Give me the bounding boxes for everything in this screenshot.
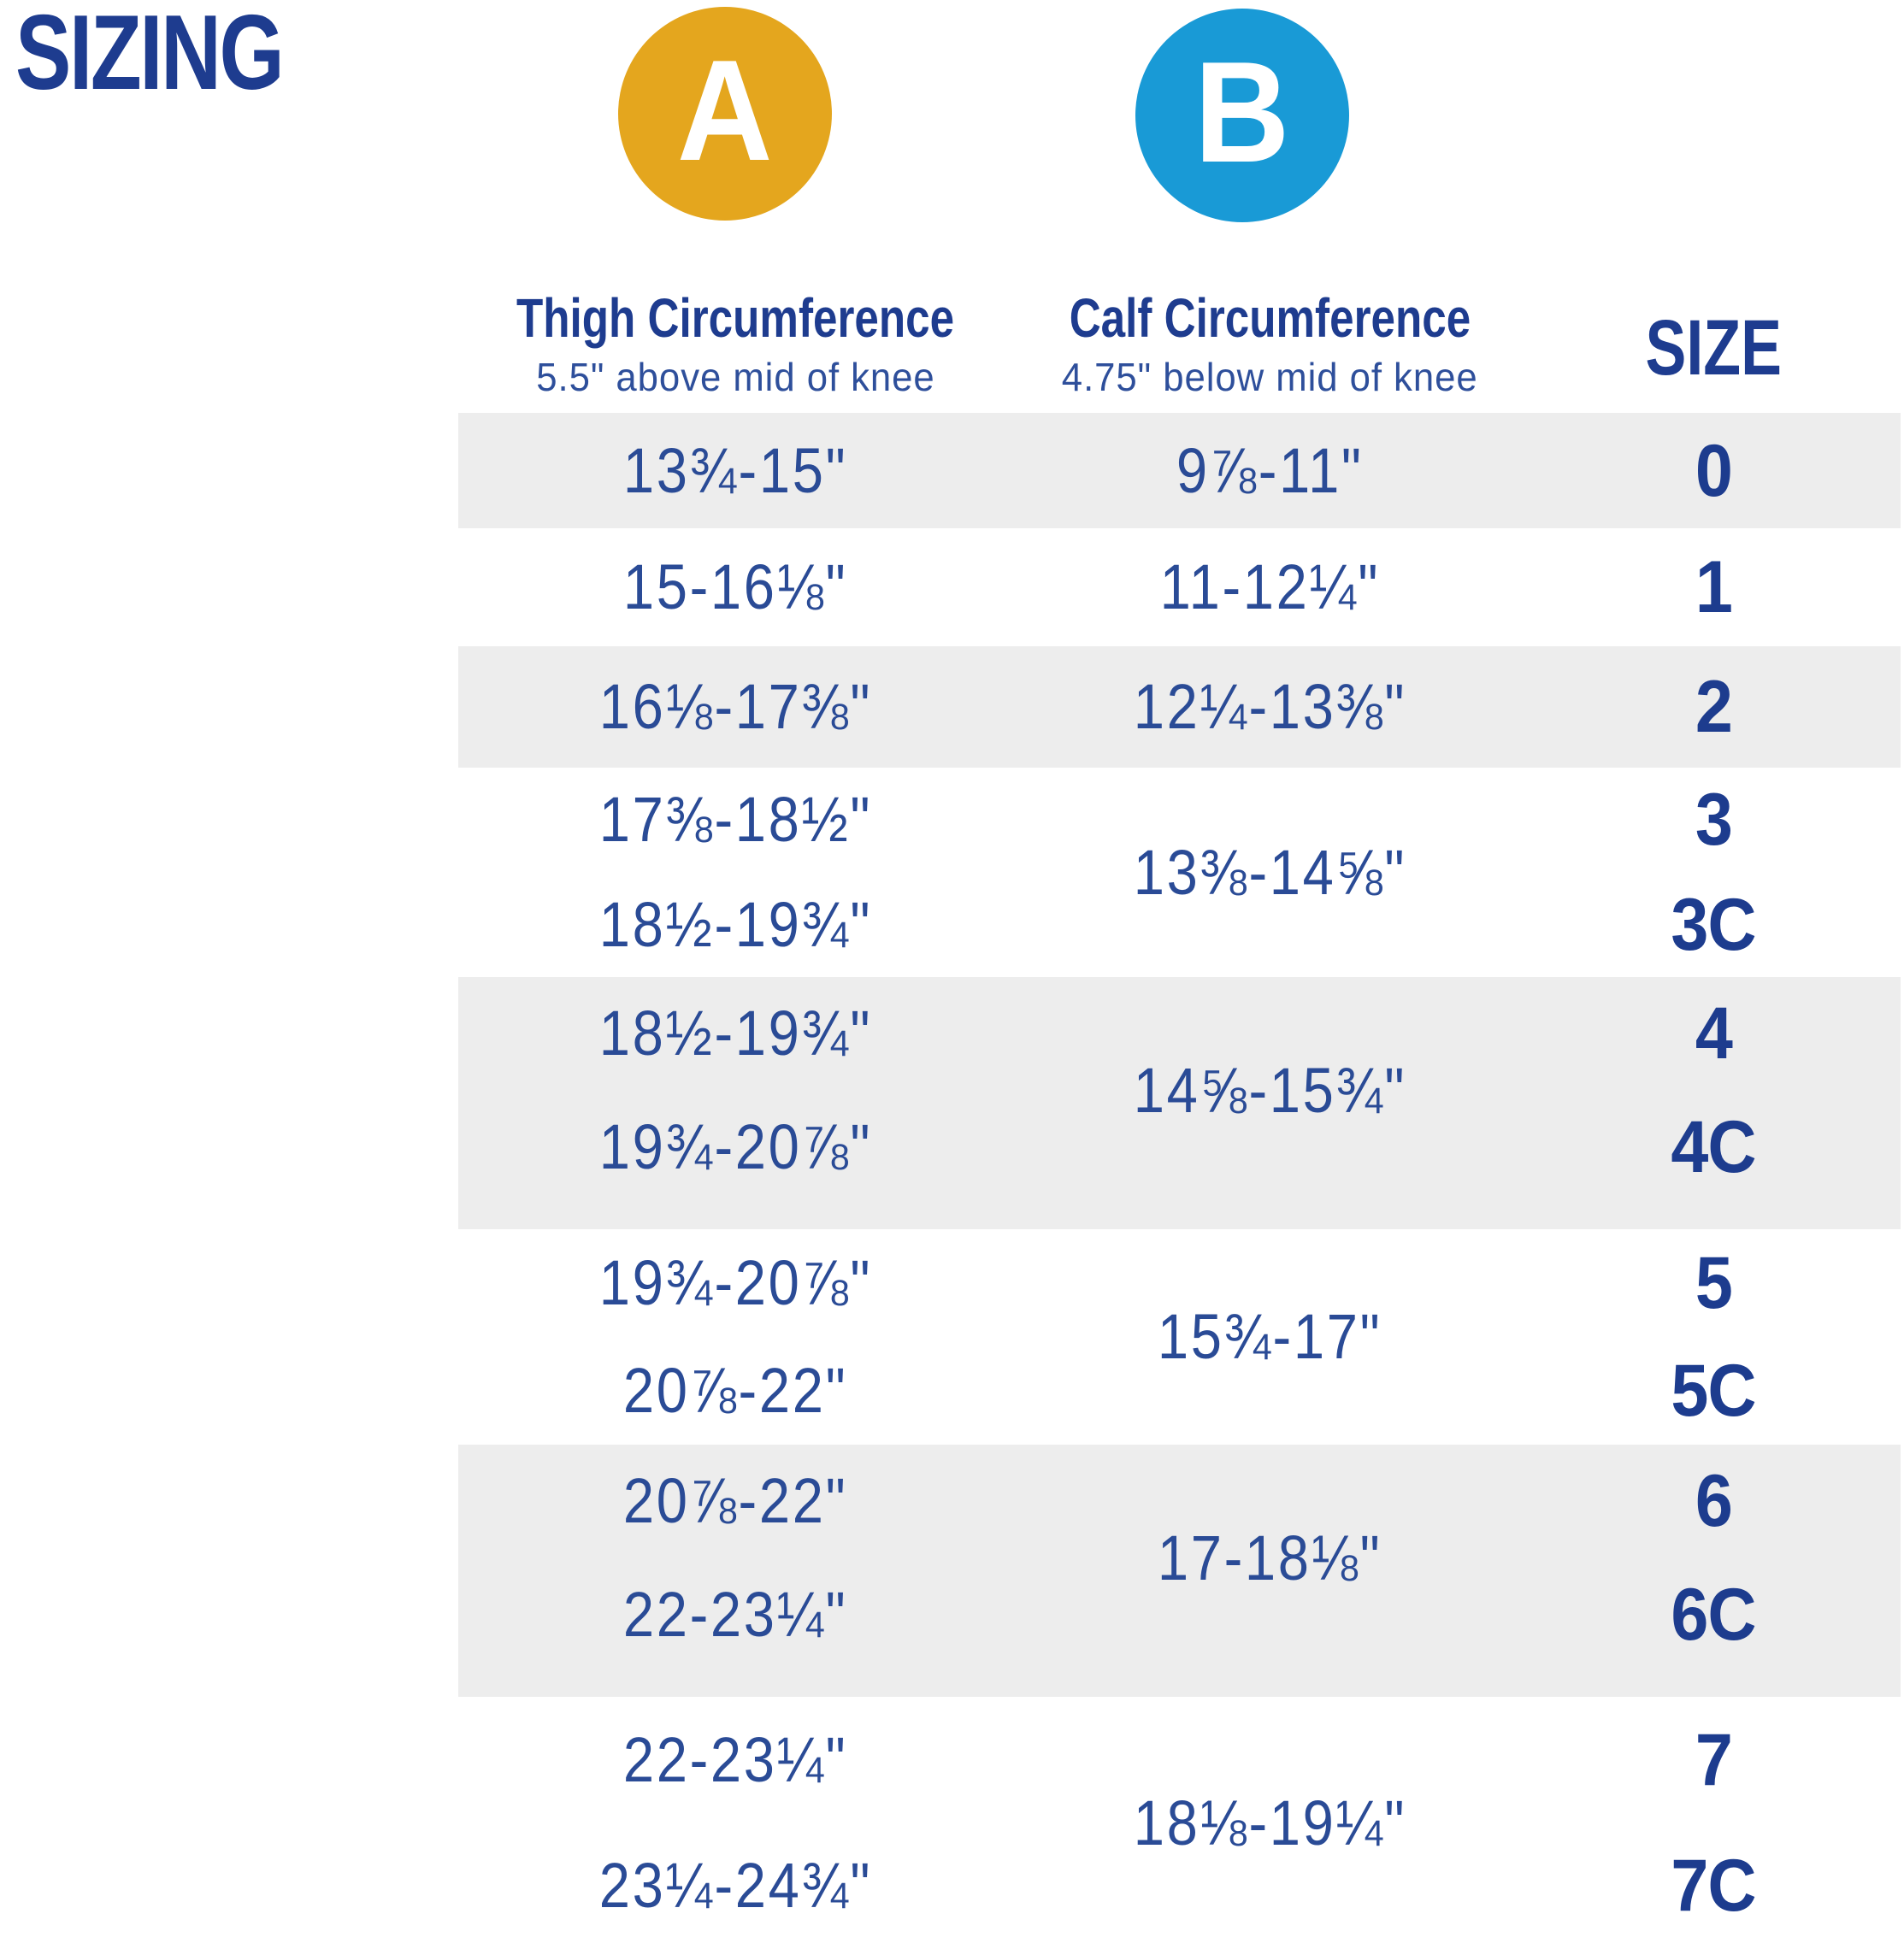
size-cell: 0 — [1526, 413, 1901, 528]
table-row-size-2: 16⅛-17⅜" 12¼-13⅜" 2 — [458, 646, 1901, 768]
size-cell: 7 7C — [1526, 1697, 1901, 1949]
thigh-cell: 16⅛-17⅜" — [458, 646, 1013, 768]
thigh-cell: 17⅜-18½" 18½-19¾" — [458, 768, 1013, 977]
thigh-cell: 22-23¼" 23¼-24¾" — [458, 1697, 1013, 1949]
thigh-range: 20⅞-22" — [623, 1355, 848, 1426]
thigh-range: 17⅜-18½" — [598, 784, 873, 856]
size-value: 3C — [1671, 883, 1756, 966]
column-header-size: SIZE — [1526, 282, 1901, 413]
size-value: 3 — [1695, 779, 1732, 862]
size-value: 5C — [1671, 1350, 1756, 1432]
thigh-range: 19¾-20⅞" — [598, 1110, 873, 1182]
calf-cell: 15¾-17" — [1013, 1229, 1526, 1445]
sizing-chart-page: { "page": { "title": "SIZING" }, "colors… — [15, 0, 1901, 1923]
size-cell: 3 3C — [1526, 768, 1901, 977]
table-row-size-0: 13¾-15" 9⅞-11" 0 — [458, 413, 1901, 528]
size-value: 7 — [1695, 1718, 1732, 1801]
table-row-size-4-4c: 18½-19¾" 19¾-20⅞" 14⅝-15¾" 4 4C — [458, 977, 1901, 1229]
calf-cell: 13⅜-14⅝" — [1013, 768, 1526, 977]
size-cell: 6 6C — [1526, 1445, 1901, 1697]
table-row-size-7-7c: 22-23¼" 23¼-24¾" 18⅛-19¼" 7 7C — [458, 1697, 1901, 1949]
calf-range: 12¼-13⅜" — [1133, 671, 1406, 742]
size-table: Thigh Circumference 5.5" above mid of kn… — [458, 282, 1901, 1949]
thigh-range: 20⅞-22" — [623, 1465, 848, 1537]
table-row-size-5-5c: 19¾-20⅞" 20⅞-22" 15¾-17" 5 5C — [458, 1229, 1901, 1445]
calf-cell: 11-12¼" — [1013, 528, 1526, 646]
calf-cell: 17-18⅛" — [1013, 1445, 1526, 1697]
size-value: 6 — [1695, 1460, 1732, 1543]
calf-range: 14⅝-15¾" — [1133, 1054, 1406, 1126]
calf-range: 11-12¼" — [1159, 551, 1380, 622]
size-value: 1 — [1695, 546, 1732, 628]
size-value: 5 — [1695, 1242, 1732, 1324]
thigh-range: 18½-19¾" — [598, 998, 873, 1069]
size-cell: 4 4C — [1526, 977, 1901, 1229]
calf-marker-b-badge: B — [1135, 9, 1349, 222]
calf-header-subtitle: 4.75" below mid of knee — [1061, 355, 1478, 399]
thigh-cell: 19¾-20⅞" 20⅞-22" — [458, 1229, 1013, 1445]
marker-a-label: A — [677, 30, 773, 191]
size-cell: 2 — [1526, 646, 1901, 768]
column-header-thigh: Thigh Circumference 5.5" above mid of kn… — [458, 282, 1013, 413]
thigh-range: 18½-19¾" — [598, 888, 873, 960]
thigh-header-title: Thigh Circumference — [516, 287, 955, 349]
size-value: 0 — [1695, 429, 1732, 512]
calf-range: 9⅞-11" — [1176, 434, 1364, 506]
table-row-size-6-6c: 20⅞-22" 22-23¼" 17-18⅛" 6 6C — [458, 1445, 1901, 1697]
calf-cell: 9⅞-11" — [1013, 413, 1526, 528]
size-value: 2 — [1695, 666, 1732, 748]
page-title: SIZING — [15, 0, 285, 112]
thigh-range: 15-16⅛" — [623, 551, 848, 622]
calf-cell: 18⅛-19¼" — [1013, 1697, 1526, 1949]
calf-range: 18⅛-19¼" — [1133, 1787, 1406, 1858]
size-cell: 1 — [1526, 528, 1901, 646]
size-cell: 5 5C — [1526, 1229, 1901, 1445]
thigh-range: 19¾-20⅞" — [598, 1247, 873, 1318]
marker-b-label: B — [1194, 32, 1290, 192]
thigh-range: 23¼-24¾" — [598, 1850, 873, 1922]
size-value: 7C — [1671, 1845, 1756, 1928]
thigh-marker-a-badge: A — [618, 7, 832, 221]
thigh-range: 13¾-15" — [623, 434, 848, 506]
thigh-cell: 13¾-15" — [458, 413, 1013, 528]
thigh-header-subtitle: 5.5" above mid of knee — [536, 355, 935, 399]
calf-cell: 14⅝-15¾" — [1013, 977, 1526, 1229]
table-row-size-3-3c: 17⅜-18½" 18½-19¾" 13⅜-14⅝" 3 3C — [458, 768, 1901, 977]
table-header-row: Thigh Circumference 5.5" above mid of kn… — [458, 282, 1901, 413]
size-value: 4C — [1671, 1105, 1756, 1188]
calf-range: 15¾-17" — [1157, 1301, 1382, 1372]
calf-header-title: Calf Circumference — [1069, 287, 1471, 349]
size-value: 6C — [1671, 1573, 1756, 1656]
thigh-cell: 20⅞-22" 22-23¼" — [458, 1445, 1013, 1697]
table-row-size-1: 15-16⅛" 11-12¼" 1 — [458, 528, 1901, 646]
thigh-range: 16⅛-17⅜" — [598, 671, 873, 742]
calf-cell: 12¼-13⅜" — [1013, 646, 1526, 768]
thigh-range: 22-23¼" — [623, 1578, 848, 1650]
size-header-title: SIZE — [1645, 303, 1782, 392]
calf-range: 13⅜-14⅝" — [1133, 836, 1406, 908]
thigh-range: 22-23¼" — [623, 1723, 848, 1795]
thigh-cell: 15-16⅛" — [458, 528, 1013, 646]
size-value: 4 — [1695, 992, 1732, 1075]
thigh-cell: 18½-19¾" 19¾-20⅞" — [458, 977, 1013, 1229]
column-header-calf: Calf Circumference 4.75" below mid of kn… — [1013, 282, 1526, 413]
calf-range: 17-18⅛" — [1157, 1522, 1382, 1593]
